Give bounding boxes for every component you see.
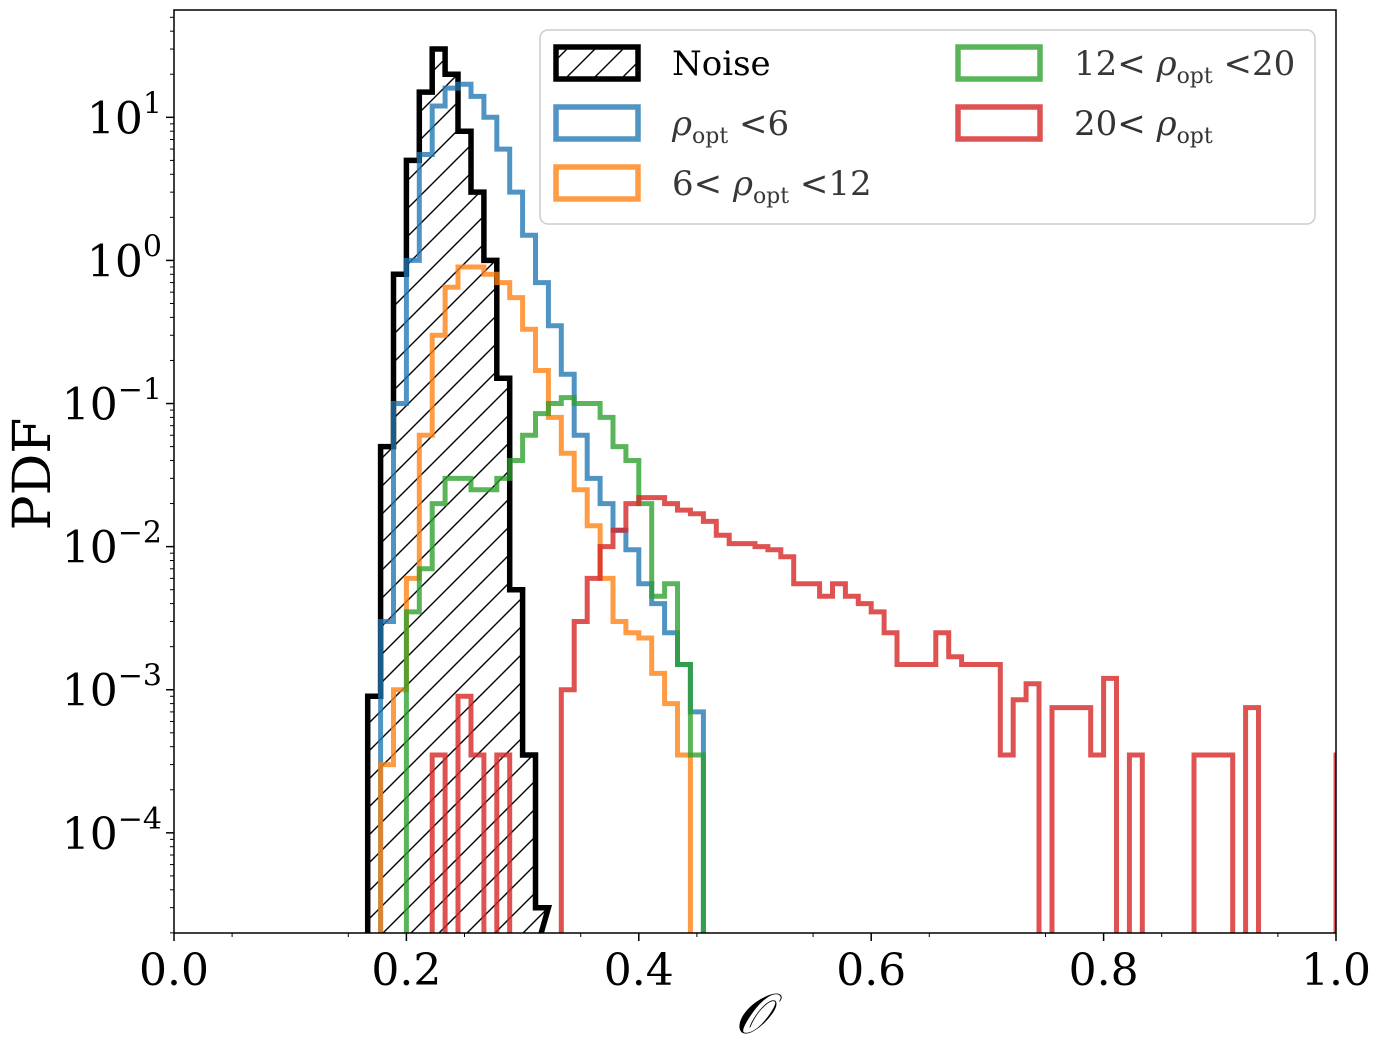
histogram-bin [1207,755,1220,933]
legend-entry: ρopt <6 [553,104,789,149]
series-0 [364,46,553,933]
histogram-bin [1065,708,1078,933]
legend-entry: Noise [553,44,771,84]
histogram-bin [716,535,729,933]
legend-label: 6< ρopt <12 [672,164,872,209]
legend-swatch [955,44,1043,82]
y-tick-label: 10−2 [62,516,162,574]
histogram-bin [574,622,587,934]
histogram-bin [1194,755,1207,933]
legend-label: 12< ρopt <20 [1074,44,1295,89]
histogram-bin [1013,700,1026,933]
x-tick-label: 1.0 [1301,945,1371,996]
series-outline [403,395,706,933]
histogram-bin [820,596,833,933]
histogram-bin [884,633,897,933]
legend-swatch-fill [556,47,638,79]
histogram-bin [910,665,923,934]
histogram-bin [703,521,716,933]
histogram-bin [729,544,742,933]
histogram-bin [536,414,549,933]
legend-label: 20< ρopt [1074,104,1213,149]
histogram-bin [626,504,639,933]
histogram-bin [432,755,445,933]
histogram-bin [1246,708,1259,933]
histogram-bin [561,690,574,933]
histogram-bin [1220,755,1233,933]
histogram-bin [652,498,665,933]
legend-swatch [955,104,1043,142]
histogram-bin [768,550,781,933]
histogram-bin [975,665,988,934]
histogram-bin [833,584,846,933]
legend-entry: 12< ρopt <20 [955,44,1295,89]
legend-box [539,29,1316,225]
histogram-bin [600,547,613,933]
x-tick-label: 0.0 [139,945,209,996]
legend-swatch [553,164,641,202]
histogram-bin [406,612,419,933]
histogram-bin [1129,755,1142,933]
histogram-bin [1026,684,1039,933]
series-outline [364,46,553,933]
series-4 [429,495,1336,934]
histogram-bin [1000,755,1013,933]
histogram-bin [381,765,394,933]
histogram-bin [936,633,949,933]
histogram-bin [471,755,484,933]
series-outline [429,495,1336,933]
histogram-bin [781,557,794,933]
y-axis-label: PDF [3,418,63,531]
series-outline [378,264,693,933]
histogram-bin [690,514,703,933]
histogram-bin [1104,678,1117,933]
x-tick-label: 0.8 [1069,945,1139,996]
histogram-bin [949,657,962,933]
series-outline [378,81,706,933]
legend-label: Noise [672,44,771,84]
histogram-bin [665,504,678,933]
histogram-bin [987,665,1000,934]
x-tick-label: 0.2 [371,945,441,996]
legend-entry: 20< ρopt [955,104,1213,149]
x-tick-label: 0.6 [836,945,906,996]
legend-swatch [553,104,641,142]
plot-frame [173,9,1337,934]
histogram-bin [962,665,975,934]
histogram-bin [923,665,936,934]
histogram-bin [794,584,807,933]
series-1 [378,81,706,933]
y-tick-label: 10−3 [62,659,162,717]
y-tick-label: 10−1 [62,373,162,431]
series-3 [403,395,706,933]
y-tick-label: 10−4 [62,802,162,860]
histogram-bin [807,584,820,933]
series-2 [378,264,693,933]
histogram-bin [871,612,884,933]
legend-entry: 6< ρopt <12 [553,164,872,209]
y-tick-label: 101 [87,86,162,144]
histogram-bin [613,530,626,933]
histogram-bin [639,498,652,933]
x-axis-label: 𝒪 [734,982,782,1047]
histogram-bin [523,435,536,933]
legend-label: ρopt <6 [671,104,789,149]
histogram-bin [1091,755,1104,933]
noise-hatch-fill [367,49,549,933]
y-tick-label: 100 [87,229,162,287]
histogram-bin [678,510,691,933]
histogram-bin [897,665,910,934]
histogram-bin [1052,708,1065,933]
histogram-bin [458,696,471,933]
legend-swatch [553,44,641,82]
x-tick-label: 0.4 [604,945,674,996]
histogram-bin [858,604,871,933]
histogram-bin [845,596,858,933]
histogram-bin [587,578,600,933]
histogram-bin [497,755,510,933]
histogram-bin [742,544,755,933]
histogram-bin [1078,708,1091,933]
histogram-bin [755,547,768,933]
